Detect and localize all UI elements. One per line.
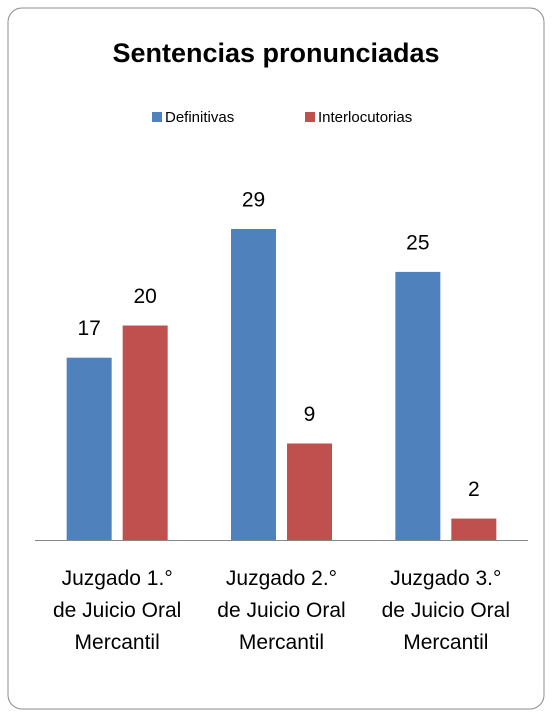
legend-label: Interlocutorias bbox=[318, 109, 412, 126]
data-label: 9 bbox=[304, 403, 316, 426]
data-label: 20 bbox=[133, 285, 156, 308]
data-label: 29 bbox=[242, 189, 265, 212]
legend-label: Definitivas bbox=[165, 109, 234, 126]
bar bbox=[451, 518, 497, 540]
bar bbox=[66, 357, 112, 540]
x-tick-label: Juzgado 3.° de Juicio Oral Mercantil bbox=[381, 567, 511, 654]
data-label: 2 bbox=[468, 478, 480, 501]
chart-title: Sentencias pronunciadas bbox=[112, 38, 439, 68]
x-tick-label: Juzgado 2.° de Juicio Oral Mercantil bbox=[217, 567, 346, 654]
bar bbox=[122, 325, 168, 540]
legend-swatch bbox=[152, 112, 162, 122]
bar bbox=[287, 443, 332, 540]
data-label: 17 bbox=[77, 317, 100, 340]
bar bbox=[231, 229, 276, 540]
bar bbox=[395, 271, 441, 540]
legend-swatch bbox=[305, 112, 315, 122]
x-tick-label: Juzgado 1.° de Juicio Oral Mercantil bbox=[52, 567, 182, 654]
data-label: 25 bbox=[406, 231, 429, 254]
